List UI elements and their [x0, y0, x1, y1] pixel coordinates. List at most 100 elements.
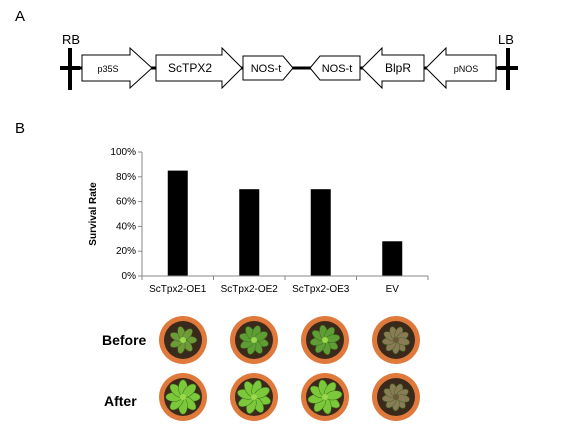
rb-label: RB [62, 32, 80, 47]
plant-leaf [391, 397, 400, 412]
plant-leaf [395, 396, 406, 409]
plant-center [251, 337, 257, 343]
plant-leaf [312, 330, 326, 342]
plant-leaf [237, 389, 254, 400]
bar-ev [382, 241, 403, 276]
plant-leaf [182, 328, 193, 341]
plant-leaf [389, 326, 398, 340]
plant-leaf [394, 383, 404, 397]
plant-center [393, 337, 399, 343]
plant-leaf [182, 383, 197, 398]
pot-rim [301, 316, 349, 364]
plant-leaf [307, 393, 325, 404]
bar-sctpx2-oe1 [167, 170, 188, 276]
plant-leaf [394, 326, 404, 340]
pot-rim [230, 316, 278, 364]
plant-leaf [170, 338, 183, 348]
plant-leaf [178, 397, 188, 415]
x-axis: ScTpx2-OE1 ScTpx2-OE2 ScTpx2-OE3 EV [141, 275, 429, 295]
blpr-element [361, 46, 425, 90]
pnos-element [425, 46, 497, 90]
after-pot-3 [301, 373, 349, 421]
lb-label: LB [498, 32, 514, 47]
plant-leaf [315, 339, 327, 353]
nos-t-right-element [242, 55, 294, 81]
plant-leaf [247, 340, 257, 355]
plant-center [322, 394, 328, 400]
plant-leaf [319, 325, 328, 340]
plant-leaf [183, 336, 198, 344]
plant-leaf [178, 379, 188, 397]
plant-leaf [396, 388, 409, 399]
before-row-label: Before [102, 332, 147, 348]
plant-leaf [238, 395, 254, 407]
y-tick-label: 100% [110, 147, 136, 158]
plant-leaf [383, 331, 397, 342]
pot-soil [164, 378, 202, 416]
plant-leaf [169, 396, 184, 411]
plant-leaf [182, 339, 193, 352]
pot-soil [377, 378, 415, 416]
plant-leaf [254, 331, 268, 342]
y-axis-label: Survival Rate [88, 182, 99, 246]
x-tick-label: EV [386, 284, 400, 295]
plant-leaf [321, 397, 332, 415]
plant-leaf [254, 394, 271, 405]
bar-sctpx2-oe3 [310, 189, 331, 276]
plant-center [393, 394, 399, 400]
pot-rim [301, 373, 349, 421]
y-tick-label: 40% [116, 221, 136, 232]
survival-bar-chart: 0%20%40%60%80%100% ScTpx2-OE1 ScTpx2-OE2 S… [88, 147, 429, 295]
plant-leaf [382, 394, 396, 402]
nos-t-right-label: NOS-t [251, 63, 282, 75]
plant-leaf [385, 396, 397, 409]
y-tick-label: 0% [122, 271, 137, 282]
sctpx2-element [155, 46, 243, 90]
pot-rim [159, 373, 207, 421]
plant-leaf [325, 334, 340, 343]
plant-leaf [383, 388, 397, 399]
nos-t-left-element [309, 55, 361, 81]
plant-leaf [324, 395, 340, 409]
pot-soil [306, 378, 344, 416]
pot-rim [230, 373, 278, 421]
plant-center [322, 337, 328, 343]
before-pot-1 [159, 316, 207, 364]
plant-leaf [382, 337, 396, 345]
plant-leaf [318, 379, 329, 397]
y-tick-label: 80% [116, 172, 136, 183]
p35s-element [81, 46, 153, 90]
pot-soil [377, 321, 415, 359]
plant-leaf [324, 338, 338, 350]
plant-leaf [310, 337, 325, 346]
x-tick-label: ScTpx2-OE1 [149, 284, 207, 295]
plant-leaf [395, 339, 406, 352]
before-pot-2 [230, 316, 278, 364]
plant-leaf [310, 385, 326, 399]
plant-leaf [323, 327, 335, 341]
pot-soil [235, 378, 273, 416]
after-pot-2 [230, 373, 278, 421]
blpr-label: BlpR [385, 61, 411, 75]
y-axis: 0% 20% 40% 60% 80% 100% [110, 147, 143, 282]
panel-a-letter: A [15, 8, 26, 25]
panel-b-letter: B [15, 120, 26, 137]
pot-soil [235, 321, 273, 359]
plant-leaf [252, 340, 263, 354]
after-pot-4 [372, 373, 420, 421]
plant-leaf [251, 325, 261, 340]
plant-leaf [391, 340, 400, 355]
plant-leaf [177, 326, 186, 340]
plant-leaf [396, 331, 409, 342]
p35s-label: p35S [97, 64, 118, 74]
plant-center [180, 394, 186, 400]
plant-leaf [251, 380, 262, 397]
plant-leaf [182, 396, 197, 411]
plant-leaf [246, 397, 257, 414]
plant-center [251, 394, 257, 400]
construct-diagram: RB LB p35S ScTPX2 NOS-t NOS-t BlpR pNOS [60, 32, 518, 90]
plant-leaf [322, 340, 331, 355]
x-tick-label: ScTpx2-OE3 [292, 284, 350, 295]
pot-soil [306, 321, 344, 359]
plant-leaf [254, 337, 269, 347]
